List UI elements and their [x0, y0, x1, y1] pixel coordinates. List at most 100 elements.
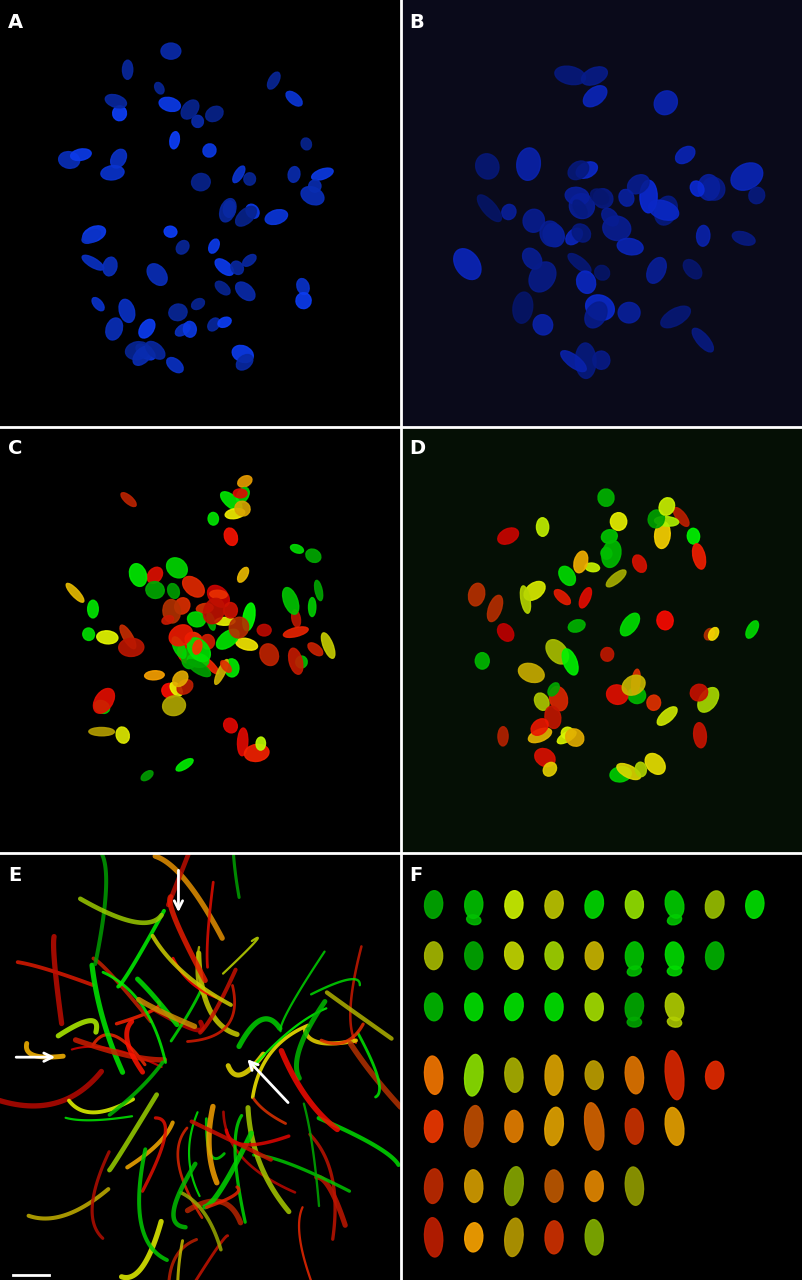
Ellipse shape [161, 684, 177, 698]
Ellipse shape [584, 302, 606, 328]
Ellipse shape [542, 224, 564, 247]
Ellipse shape [215, 259, 233, 275]
Ellipse shape [119, 300, 135, 323]
Ellipse shape [545, 707, 560, 728]
Ellipse shape [205, 106, 223, 122]
Ellipse shape [122, 60, 132, 79]
Text: F: F [409, 867, 423, 886]
Ellipse shape [112, 106, 127, 120]
Ellipse shape [626, 966, 641, 977]
Ellipse shape [424, 1217, 442, 1257]
Ellipse shape [424, 993, 442, 1020]
Ellipse shape [745, 891, 763, 918]
Ellipse shape [691, 544, 705, 570]
Ellipse shape [187, 659, 210, 677]
Ellipse shape [181, 648, 197, 668]
Ellipse shape [504, 1110, 522, 1143]
Ellipse shape [235, 502, 249, 516]
Ellipse shape [129, 563, 147, 586]
Ellipse shape [504, 942, 523, 969]
Ellipse shape [96, 631, 118, 644]
Ellipse shape [597, 489, 614, 507]
Ellipse shape [545, 942, 562, 969]
Ellipse shape [544, 1107, 563, 1146]
Ellipse shape [170, 682, 182, 696]
Ellipse shape [424, 891, 442, 918]
Ellipse shape [690, 180, 703, 196]
Text: A: A [8, 13, 23, 32]
Ellipse shape [600, 548, 611, 559]
Ellipse shape [192, 115, 203, 128]
Ellipse shape [533, 315, 552, 335]
Ellipse shape [625, 993, 642, 1020]
Ellipse shape [524, 581, 545, 600]
Ellipse shape [221, 660, 231, 672]
Ellipse shape [625, 942, 642, 969]
Ellipse shape [565, 728, 583, 746]
Ellipse shape [297, 279, 309, 294]
Text: C: C [8, 439, 22, 458]
Ellipse shape [208, 317, 220, 332]
Ellipse shape [589, 189, 608, 205]
Ellipse shape [147, 567, 162, 584]
Ellipse shape [584, 1103, 603, 1149]
Ellipse shape [695, 225, 709, 246]
Ellipse shape [209, 590, 227, 599]
Ellipse shape [203, 598, 225, 623]
Ellipse shape [626, 175, 648, 193]
Ellipse shape [235, 282, 255, 301]
Ellipse shape [568, 620, 585, 632]
Ellipse shape [176, 241, 188, 255]
Text: D: D [409, 439, 425, 458]
Ellipse shape [576, 271, 595, 293]
Ellipse shape [121, 493, 136, 507]
Ellipse shape [306, 549, 321, 562]
Ellipse shape [233, 166, 245, 183]
Ellipse shape [622, 676, 644, 695]
Ellipse shape [176, 759, 193, 771]
Ellipse shape [187, 654, 209, 667]
Ellipse shape [139, 319, 155, 338]
Ellipse shape [658, 498, 674, 516]
Ellipse shape [256, 737, 265, 750]
Ellipse shape [557, 731, 575, 744]
Ellipse shape [654, 91, 677, 115]
Ellipse shape [424, 942, 442, 969]
Ellipse shape [159, 97, 180, 111]
Ellipse shape [704, 891, 723, 918]
Ellipse shape [618, 302, 639, 323]
Ellipse shape [424, 1169, 442, 1203]
Ellipse shape [181, 100, 199, 119]
Ellipse shape [606, 685, 627, 704]
Ellipse shape [522, 248, 541, 269]
Ellipse shape [235, 206, 256, 227]
Ellipse shape [573, 200, 586, 218]
Ellipse shape [703, 628, 713, 640]
Ellipse shape [625, 1108, 642, 1144]
Ellipse shape [169, 132, 179, 148]
Ellipse shape [221, 492, 241, 511]
Ellipse shape [585, 563, 599, 572]
Ellipse shape [545, 1221, 562, 1254]
Ellipse shape [545, 640, 568, 664]
Ellipse shape [103, 257, 117, 276]
Ellipse shape [424, 1056, 442, 1094]
Ellipse shape [175, 324, 190, 337]
Ellipse shape [267, 72, 280, 90]
Ellipse shape [601, 540, 620, 567]
Ellipse shape [690, 685, 707, 701]
Ellipse shape [308, 598, 315, 617]
Ellipse shape [553, 590, 569, 604]
Ellipse shape [504, 1059, 522, 1092]
Ellipse shape [225, 508, 245, 518]
Ellipse shape [606, 570, 626, 586]
Ellipse shape [561, 649, 577, 675]
Ellipse shape [520, 586, 530, 613]
Ellipse shape [666, 915, 681, 925]
Ellipse shape [182, 576, 204, 596]
Ellipse shape [196, 603, 213, 613]
Ellipse shape [691, 328, 712, 352]
Ellipse shape [646, 257, 666, 283]
Ellipse shape [207, 613, 215, 630]
Ellipse shape [687, 529, 699, 544]
